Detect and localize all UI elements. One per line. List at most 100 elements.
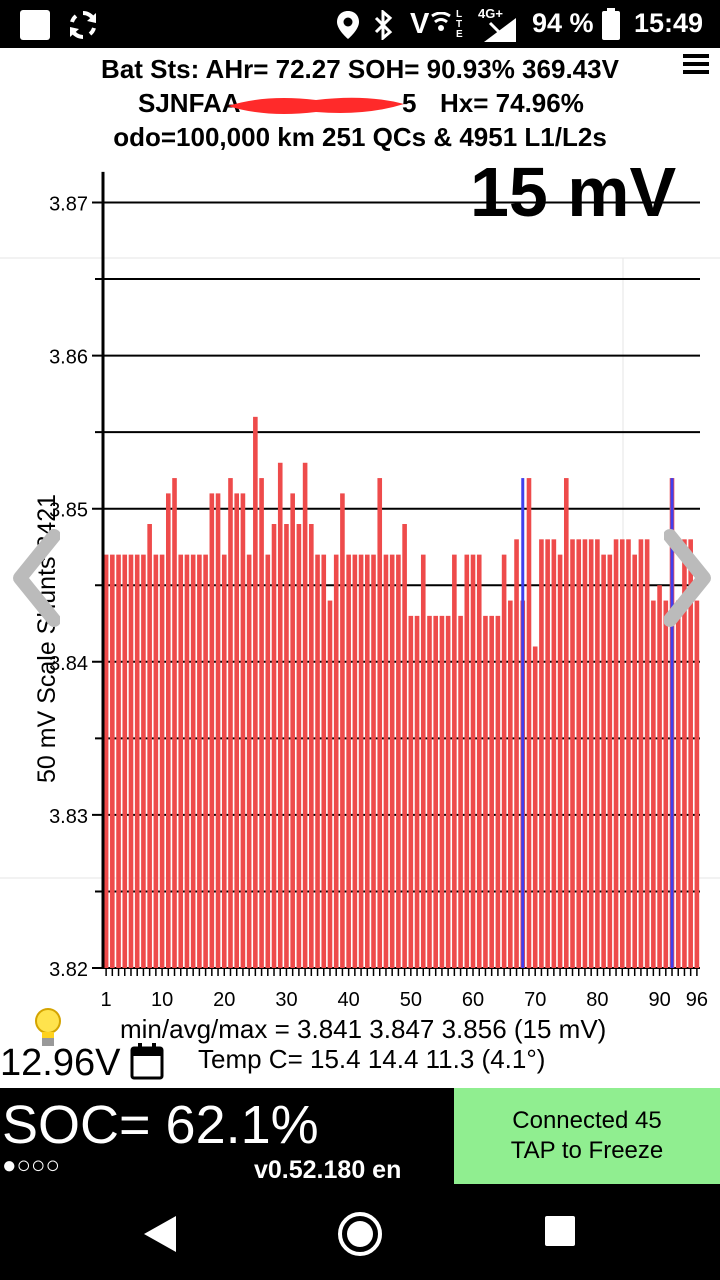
cell-bar <box>570 539 575 968</box>
cell-bar <box>141 554 146 968</box>
cell-bar <box>128 554 134 968</box>
soc-text: SOC= 62.1% <box>2 1095 319 1155</box>
cell-bar <box>557 554 563 968</box>
cell-bar <box>165 493 171 968</box>
version-text: v0.52.180 en <box>254 1156 402 1184</box>
cell-bar <box>240 493 246 968</box>
cell-bar <box>501 554 507 968</box>
cell-bar <box>184 554 190 968</box>
cell-bar <box>445 615 451 968</box>
cell-bar <box>483 615 488 968</box>
cell-bar <box>663 600 669 968</box>
shunt-marker <box>670 478 674 968</box>
cell-bar <box>613 539 619 968</box>
cell-bar <box>433 615 439 968</box>
cell-bar <box>638 539 644 968</box>
min-avg-max-text: min/avg/max = 3.841 3.847 3.856 (15 mV) <box>120 1014 607 1044</box>
cell-bar <box>122 554 128 968</box>
cell-bar <box>302 462 308 968</box>
cell-bar <box>688 539 693 968</box>
cell-bar <box>545 539 550 968</box>
cell-bar <box>371 554 376 968</box>
cell-bar <box>539 539 544 968</box>
cell-bar <box>327 600 333 968</box>
connect-freeze-button[interactable]: Connected 45 TAP to Freeze <box>454 1088 720 1184</box>
y-tick-label: 3.83 <box>49 806 88 828</box>
cell-bar <box>452 554 457 968</box>
cell-bar <box>172 478 177 968</box>
freeze-hint: TAP to Freeze <box>510 1137 664 1164</box>
y-tick-label: 3.85 <box>49 500 88 522</box>
cell-bar <box>234 493 240 968</box>
cell-bar <box>508 600 513 968</box>
x-tick-label: 50 <box>400 989 422 1011</box>
vin-redaction <box>228 97 404 114</box>
cell-bar <box>514 539 519 968</box>
menu-icon[interactable] <box>683 54 709 74</box>
cell-bar <box>178 554 184 968</box>
recents-icon[interactable] <box>544 1214 576 1248</box>
cell-bar <box>110 554 115 968</box>
cell-bar <box>526 478 532 968</box>
next-arrow-icon[interactable] <box>664 528 712 628</box>
x-tick-label: 20 <box>213 989 235 1011</box>
cell-bar <box>389 554 395 968</box>
cell-bar <box>632 554 638 968</box>
cell-bar <box>408 615 414 968</box>
cell-bar <box>346 554 351 968</box>
home-icon[interactable] <box>336 1210 384 1258</box>
cell-bar <box>215 493 221 968</box>
y-tick-label: 3.84 <box>49 653 88 675</box>
cell-bar <box>352 554 358 968</box>
connect-status: Connected 45 <box>512 1107 662 1134</box>
navigation-bar <box>0 1192 720 1280</box>
cell-bar <box>626 539 631 968</box>
cell-bar <box>675 600 681 968</box>
calendar-icon[interactable] <box>130 1042 164 1080</box>
sync-icon <box>70 10 96 40</box>
cell-bar <box>644 539 650 968</box>
prev-arrow-icon[interactable] <box>12 528 60 628</box>
cell-bar <box>321 554 327 968</box>
y-tick-label: 3.86 <box>49 347 88 369</box>
x-tick-label: 96 <box>686 989 708 1011</box>
cell-bar <box>427 615 432 968</box>
header-line3: odo=100,000 km 251 QCs & 4951 L1/L2s <box>113 122 607 152</box>
cell-bar <box>601 554 606 968</box>
y-tick-label: 3.82 <box>49 959 88 981</box>
x-tick-label: 40 <box>338 989 360 1011</box>
aux-battery-voltage: 12.96V <box>0 1042 121 1084</box>
header-line1: Bat Sts: AHr= 72.27 SOH= 90.93% 369.43V <box>101 54 619 84</box>
back-icon[interactable] <box>140 1212 180 1256</box>
cell-bar <box>476 554 482 968</box>
cell-bar <box>383 554 389 968</box>
cell-bar <box>116 554 121 968</box>
cell-bar <box>470 554 476 968</box>
cell-bar <box>153 554 159 968</box>
cell-bar <box>682 539 687 968</box>
cell-bar <box>284 524 289 968</box>
lightbulb-icon[interactable] <box>32 1006 64 1050</box>
network-type-label: 4G+ <box>478 6 503 21</box>
cell-bar <box>551 539 557 968</box>
cell-bar <box>576 539 582 968</box>
cell-voltage-chart: 3.82 3.83 3.84 3.85 3.86 3.87 1 10 20 30 40 50 60 70 8… <box>0 171 720 1011</box>
cell-bar <box>265 554 271 968</box>
x-tick-label: 80 <box>586 989 608 1011</box>
x-tick-label: 70 <box>524 989 546 1011</box>
clock: 15:49 <box>634 8 704 38</box>
cell-bar <box>209 493 215 968</box>
cell-bar <box>159 554 165 968</box>
cell-bar <box>402 524 407 968</box>
cell-bar <box>277 462 283 968</box>
cell-bar <box>495 615 501 968</box>
shunt-marker <box>521 478 525 968</box>
cell-bar <box>228 478 233 968</box>
vin-end-text: 5 <box>402 88 417 118</box>
x-tick-label: 90 <box>648 989 670 1011</box>
cell-bar <box>290 493 295 968</box>
cell-bar <box>651 600 656 968</box>
cell-bar <box>464 554 470 968</box>
